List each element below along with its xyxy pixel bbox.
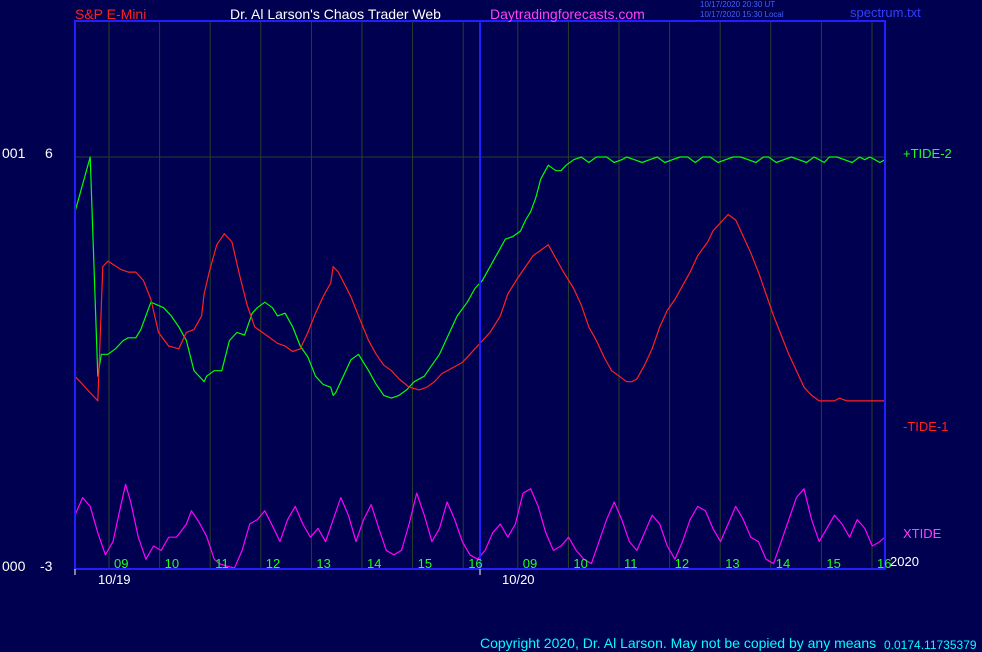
hour-label: 16 (468, 556, 482, 571)
hour-label: 13 (725, 556, 739, 571)
hour-label: 10 (573, 556, 587, 571)
hour-label: 09 (114, 556, 128, 571)
top-id-label: 001 (2, 145, 26, 161)
legend-xtide: XTIDE (903, 526, 942, 541)
legend-plus-tide: +TIDE-2 (903, 146, 952, 161)
top-scale-value: 6 (45, 145, 53, 161)
hour-gridlines (108, 21, 873, 569)
hour-label: 13 (316, 556, 330, 571)
hour-label: 16 (877, 556, 891, 571)
hour-label: 15 (418, 556, 432, 571)
file-name: spectrum.txt (850, 5, 921, 20)
date-label-day1: 10/19 (98, 572, 131, 587)
hour-label: 12 (675, 556, 689, 571)
series-line-xtide (74, 483, 886, 569)
series-group (74, 156, 886, 569)
legend-minus-tide: -TIDE-1 (903, 419, 949, 434)
hour-label: 11 (215, 556, 229, 571)
copyright-footer: Copyright 2020, Dr. Al Larson. May not b… (480, 635, 877, 651)
hour-labels: 09 10 11 12 13 14 15 16 09 10 11 12 13 14 15 16 (114, 556, 891, 571)
hour-label: 09 (523, 556, 537, 571)
hour-label: 15 (826, 556, 840, 571)
year-label: 2020 (890, 554, 919, 569)
footer-code: 0.0174.11735379 (884, 638, 977, 652)
hour-label: 14 (776, 556, 790, 571)
series-line--tide-1 (74, 213, 885, 402)
bottom-id-label: 000 (2, 558, 26, 574)
series-line--tide-2 (74, 156, 886, 399)
date-label-day2: 10/20 (502, 572, 535, 587)
author-title: Dr. Al Larson's Chaos Trader Web (230, 6, 441, 22)
hour-label: 10 (165, 556, 179, 571)
bottom-scale-value: -3 (40, 558, 53, 574)
time-ut: 10/17/2020 20:30 UT (700, 0, 776, 9)
site-title[interactable]: Daytradingforecasts.com (490, 6, 645, 22)
hour-label: 14 (367, 556, 381, 571)
hour-label: 12 (266, 556, 280, 571)
axis-ticks (74, 569, 481, 575)
time-local: 10/17/2020 15:30 Local (700, 10, 784, 19)
instrument-title: S&P E-Mini (75, 6, 147, 22)
hour-label: 11 (624, 556, 638, 571)
